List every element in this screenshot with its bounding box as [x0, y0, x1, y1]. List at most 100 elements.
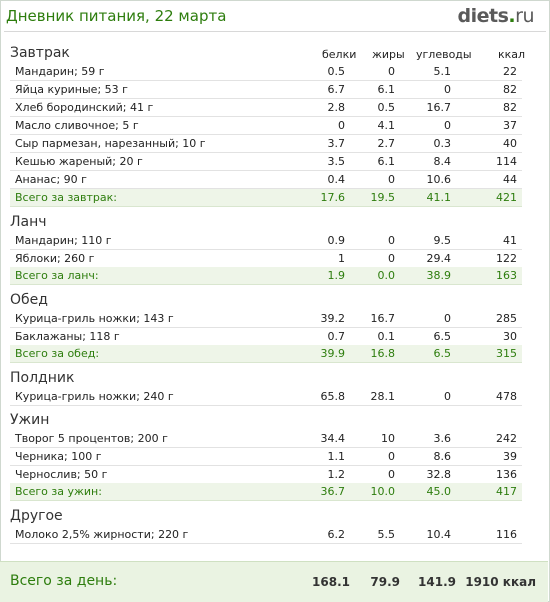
protein-value: 0.4: [327, 173, 346, 186]
fat-total: 10.0: [370, 485, 396, 498]
column-header-fat: жиры: [372, 48, 405, 61]
food-row: Мандарин; 59 г 0.5 0 5.1 22: [10, 63, 522, 81]
fat-value: 6.1: [377, 155, 396, 168]
food-name: Масло сливочное; 5 г: [15, 119, 139, 132]
meal-title-snack: Полдник: [10, 370, 75, 386]
meal-title-lunch: Ланч: [10, 214, 47, 230]
logo-dot: .: [508, 5, 516, 27]
carbs-value: 0: [444, 390, 451, 403]
fat-value: 0.1: [377, 330, 396, 343]
kcal-value: 82: [503, 101, 517, 114]
protein-total: 1.9: [327, 269, 346, 282]
fat-total: 0.0: [377, 269, 396, 282]
kcal-value: 242: [496, 432, 517, 445]
kcal-total: 163: [496, 269, 517, 282]
kcal-value: 114: [496, 155, 517, 168]
fat-value: 16.7: [370, 312, 396, 325]
carbs-value: 8.4: [433, 155, 452, 168]
food-name: Кешью жареный; 20 г: [15, 155, 143, 168]
carbs-total: 41.1: [426, 191, 452, 204]
kcal-value: 22: [503, 65, 517, 78]
protein-value: 0: [338, 119, 345, 132]
protein-value: 3.7: [327, 137, 346, 150]
kcal-value: 136: [496, 468, 517, 481]
meal-title-supper: Ужин: [10, 412, 50, 428]
diets-logo[interactable]: diets.ru: [458, 5, 535, 27]
header: Дневник питания, 22 марта diets.ru: [0, 0, 548, 32]
carbs-value: 5.1: [433, 65, 452, 78]
fat-value: 0: [388, 252, 395, 265]
fat-value: 0.5: [377, 101, 396, 114]
food-name: Творог 5 процентов; 200 г: [15, 432, 168, 445]
protein-value: 0.9: [327, 234, 346, 247]
meal-total-row: Всего за обед: 39.9 16.8 6.5 315: [10, 345, 522, 363]
logo-tld: ru: [515, 5, 534, 27]
kcal-value: 285: [496, 312, 517, 325]
fat-value: 4.1: [377, 119, 396, 132]
food-row: Баклажаны; 118 г 0.7 0.1 6.5 30: [10, 328, 522, 346]
food-row: Черника; 100 г 1.1 0 8.6 39: [10, 448, 522, 466]
food-row: Мандарин; 110 г 0.9 0 9.5 41: [10, 232, 522, 250]
food-row: Творог 5 процентов; 200 г 34.4 10 3.6 242: [10, 430, 522, 448]
protein-value: 0.7: [327, 330, 346, 343]
total-label: Всего за обед:: [15, 347, 100, 360]
kcal-total: 421: [496, 191, 517, 204]
carbs-value: 3.6: [433, 432, 452, 445]
meal-total-row: Всего за завтрак: 17.6 19.5 41.1 421: [10, 189, 522, 207]
food-row: Молоко 2,5% жирности; 220 г 6.2 5.5 10.4 116: [10, 526, 522, 544]
protein-value: 6.2: [327, 528, 346, 541]
protein-total: 17.6: [320, 191, 346, 204]
fat-total: 16.8: [370, 347, 396, 360]
column-header-kcal: ккал: [498, 48, 526, 61]
day-protein-total: 168.1: [312, 575, 350, 589]
fat-value: 0: [388, 450, 395, 463]
fat-value: 28.1: [370, 390, 396, 403]
kcal-value: 44: [503, 173, 517, 186]
food-row: Чернослив; 50 г 1.2 0 32.8 136: [10, 466, 522, 484]
carbs-value: 8.6: [433, 450, 452, 463]
day-total-bar: Всего за день: 168.1 79.9 141.9 1910 кка…: [0, 561, 548, 602]
carbs-value: 0: [444, 119, 451, 132]
kcal-value: 116: [496, 528, 517, 541]
kcal-value: 30: [503, 330, 517, 343]
day-carbs-total: 141.9: [418, 575, 456, 589]
header-divider: [4, 31, 546, 32]
protein-value: 34.4: [320, 432, 346, 445]
protein-value: 0.5: [327, 65, 346, 78]
carbs-value: 10.6: [426, 173, 452, 186]
fat-value: 2.7: [377, 137, 396, 150]
carbs-value: 6.5: [433, 330, 452, 343]
fat-value: 0: [388, 65, 395, 78]
kcal-total: 315: [496, 347, 517, 360]
food-row: Сыр пармезан, нарезанный; 10 г 3.7 2.7 0.3 4…: [10, 135, 522, 153]
food-row: Курица-гриль ножки; 240 г 65.8 28.1 0 478: [10, 388, 522, 406]
carbs-total: 38.9: [426, 269, 452, 282]
protein-value: 3.5: [327, 155, 346, 168]
fat-value: 6.1: [377, 83, 396, 96]
total-label: Всего за ланч:: [15, 269, 99, 282]
carbs-value: 16.7: [426, 101, 452, 114]
protein-value: 39.2: [320, 312, 346, 325]
food-name: Мандарин; 110 г: [15, 234, 112, 247]
day-fat-total: 79.9: [370, 575, 400, 589]
food-name: Хлеб бородинский; 41 г: [15, 101, 154, 114]
protein-total: 39.9: [320, 347, 346, 360]
food-name: Черника; 100 г: [15, 450, 102, 463]
day-total-label: Всего за день:: [10, 573, 118, 589]
protein-value: 1.1: [327, 450, 346, 463]
protein-value: 65.8: [320, 390, 346, 403]
protein-total: 36.7: [320, 485, 346, 498]
carbs-value: 0: [444, 83, 451, 96]
fat-value: 10: [381, 432, 395, 445]
food-name: Ананас; 90 г: [15, 173, 87, 186]
protein-value: 6.7: [327, 83, 346, 96]
column-header-carbs: углеводы: [416, 48, 472, 61]
kcal-value: 41: [503, 234, 517, 247]
carbs-value: 0: [444, 312, 451, 325]
food-row: Ананас; 90 г 0.4 0 10.6 44: [10, 171, 522, 189]
kcal-value: 40: [503, 137, 517, 150]
fat-value: 0: [388, 234, 395, 247]
carbs-value: 32.8: [426, 468, 452, 481]
food-name: Курица-гриль ножки; 240 г: [15, 390, 174, 403]
food-row: Яблоки; 260 г 1 0 29.4 122: [10, 250, 522, 268]
